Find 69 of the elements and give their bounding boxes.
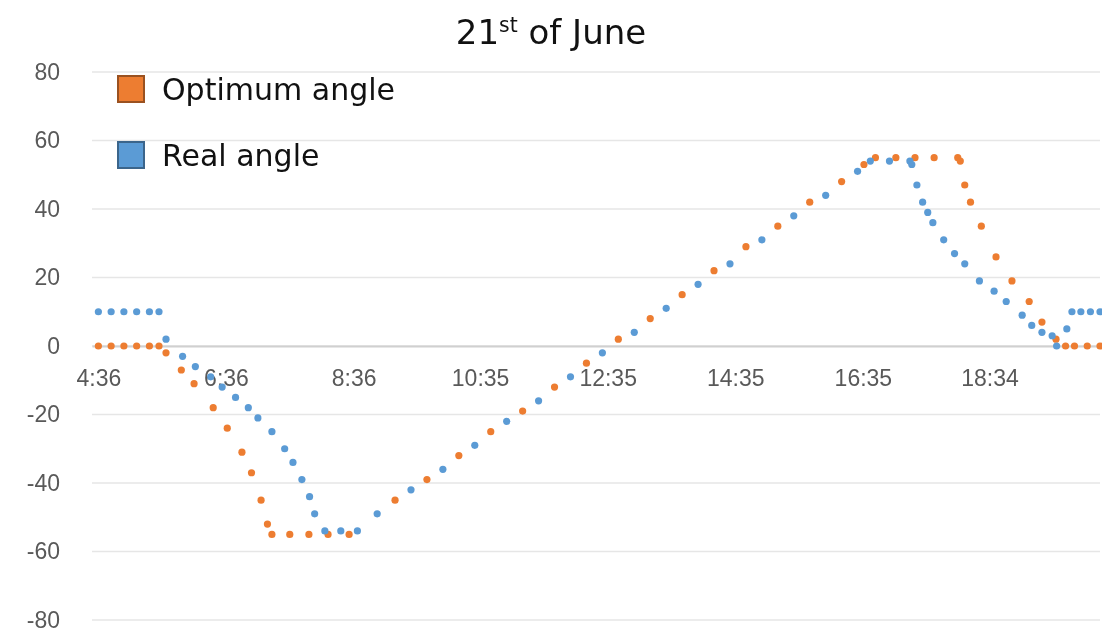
point <box>678 291 686 299</box>
point <box>871 154 880 162</box>
point <box>145 342 154 350</box>
x-tick-label: 18:34 <box>961 365 1019 392</box>
point <box>177 366 185 374</box>
point <box>455 452 463 460</box>
y-tick-label: 80 <box>34 58 60 85</box>
legend-label: Optimum angle <box>162 72 395 107</box>
point <box>1083 342 1091 350</box>
x-tick-label: 16:35 <box>834 365 893 392</box>
point <box>1025 297 1033 306</box>
y-tick-label: -20 <box>26 401 60 428</box>
point <box>977 222 985 230</box>
chart-title: 21$^{st}$ of June <box>455 12 647 52</box>
point <box>911 154 919 162</box>
point <box>223 424 231 432</box>
point <box>345 530 353 538</box>
y-tick-label: 40 <box>34 195 60 222</box>
point <box>257 496 265 504</box>
point <box>391 496 399 504</box>
point <box>133 342 141 350</box>
point <box>1070 342 1079 350</box>
y-tick-label: 20 <box>34 264 60 291</box>
point <box>1061 342 1070 350</box>
point <box>774 222 782 230</box>
point <box>286 530 294 538</box>
point <box>238 448 246 456</box>
point <box>305 530 313 538</box>
point <box>614 335 622 343</box>
x-tick-label: 14:35 <box>706 365 765 392</box>
point <box>961 181 969 189</box>
y-tick-label: 60 <box>34 127 60 154</box>
point <box>1008 277 1016 285</box>
point <box>930 154 938 162</box>
point <box>209 404 217 412</box>
x-tick-label: 12:35 <box>579 365 637 392</box>
point <box>742 243 750 251</box>
point <box>94 342 102 350</box>
point <box>550 383 559 391</box>
point <box>966 198 975 206</box>
point <box>838 178 846 186</box>
point <box>892 154 900 162</box>
point <box>992 253 1000 261</box>
point <box>582 359 591 367</box>
x-tick-label: 4:36 <box>76 365 122 392</box>
point <box>155 342 163 350</box>
point <box>247 469 256 477</box>
legend-label: Real angle <box>162 138 320 173</box>
point <box>120 342 128 350</box>
point <box>1096 342 1102 350</box>
point <box>190 380 198 388</box>
point <box>263 520 272 528</box>
point <box>806 198 814 206</box>
point <box>1038 318 1046 326</box>
point <box>519 407 527 415</box>
point <box>487 428 495 436</box>
point <box>646 315 654 323</box>
point <box>423 475 431 484</box>
point <box>710 267 718 275</box>
y-tick-label: -80 <box>26 606 60 633</box>
point <box>860 160 868 169</box>
x-tick-label: 10:35 <box>451 365 510 392</box>
x-tick-label: 8:36 <box>331 365 377 392</box>
point <box>268 530 276 538</box>
point <box>107 342 115 350</box>
y-tick-label: 0 <box>47 332 60 359</box>
y-tick-label: -60 <box>26 538 60 565</box>
point <box>162 349 170 357</box>
y-tick-label: -40 <box>26 469 60 496</box>
